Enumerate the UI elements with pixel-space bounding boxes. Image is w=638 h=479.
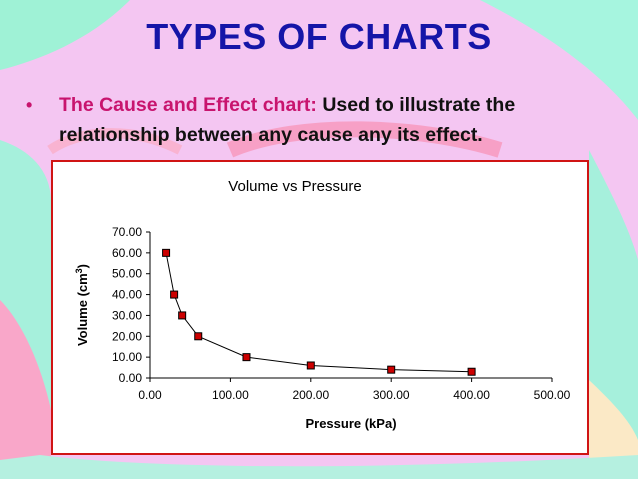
x-axis-label: Pressure (kPa) [305, 416, 396, 431]
chart-container: Volume vs Pressure 0.00 10.00 20.00 30.00 40… [51, 160, 589, 455]
y-tick-label: 40.00 [112, 288, 142, 302]
y-ticks: 0.00 10.00 20.00 30.00 40.00 50.00 60.00 70.00 [112, 225, 150, 385]
bullet-dot-icon: • [26, 95, 33, 115]
chart-title: Volume vs Pressure [228, 178, 361, 195]
series-group [162, 248, 476, 376]
chart: Volume vs Pressure 0.0010.0020.0030.0040… [51, 160, 589, 455]
bullet-item: • The Cause and Effect chart: Used to il… [26, 90, 616, 150]
data-point [387, 365, 396, 374]
y-axis-label-close: ) [75, 264, 90, 268]
y-tick-label: 30.00 [112, 308, 142, 322]
y-tick-label: 50.00 [112, 267, 142, 281]
x-tick-label: 200.00 [292, 388, 329, 402]
x-tick-label: 300.00 [373, 388, 410, 402]
y-tick-label: 60.00 [112, 246, 142, 260]
slide-title: TYPES OF CHARTS [146, 16, 492, 57]
y-tick-label: 0.00 [119, 371, 143, 385]
y-tick-label: 70.00 [112, 225, 142, 239]
bullet-lead: The Cause and Effect chart: [59, 94, 317, 116]
y-tick-label: 20.00 [112, 329, 142, 343]
y-tick-label: 10.00 [112, 350, 142, 364]
x-tick-label: 500.00 [534, 388, 571, 402]
data-point [242, 353, 251, 362]
y-axis-label: Volume (cm3) [74, 264, 90, 346]
data-point [162, 248, 171, 257]
data-point [170, 290, 179, 299]
x-ticks: 0.00 100.00 200.00 300.00 400.00 500.00 [138, 378, 571, 402]
data-point [306, 361, 315, 370]
chart-frame [51, 160, 589, 455]
y-axis-label-sup: 3 [74, 268, 84, 273]
x-tick-label: 0.00 [138, 388, 162, 402]
bullet-text: The Cause and Effect chart: Used to illu… [59, 90, 616, 150]
data-point [194, 332, 203, 341]
y-axis-label-main: Volume (cm [75, 273, 90, 346]
bullet-body: Used to illustrate the relationship betw… [59, 94, 516, 146]
x-tick-label: 400.00 [453, 388, 490, 402]
x-tick-label: 100.00 [212, 388, 249, 402]
data-point [467, 367, 476, 376]
axes [149, 232, 552, 379]
data-point [178, 311, 187, 320]
